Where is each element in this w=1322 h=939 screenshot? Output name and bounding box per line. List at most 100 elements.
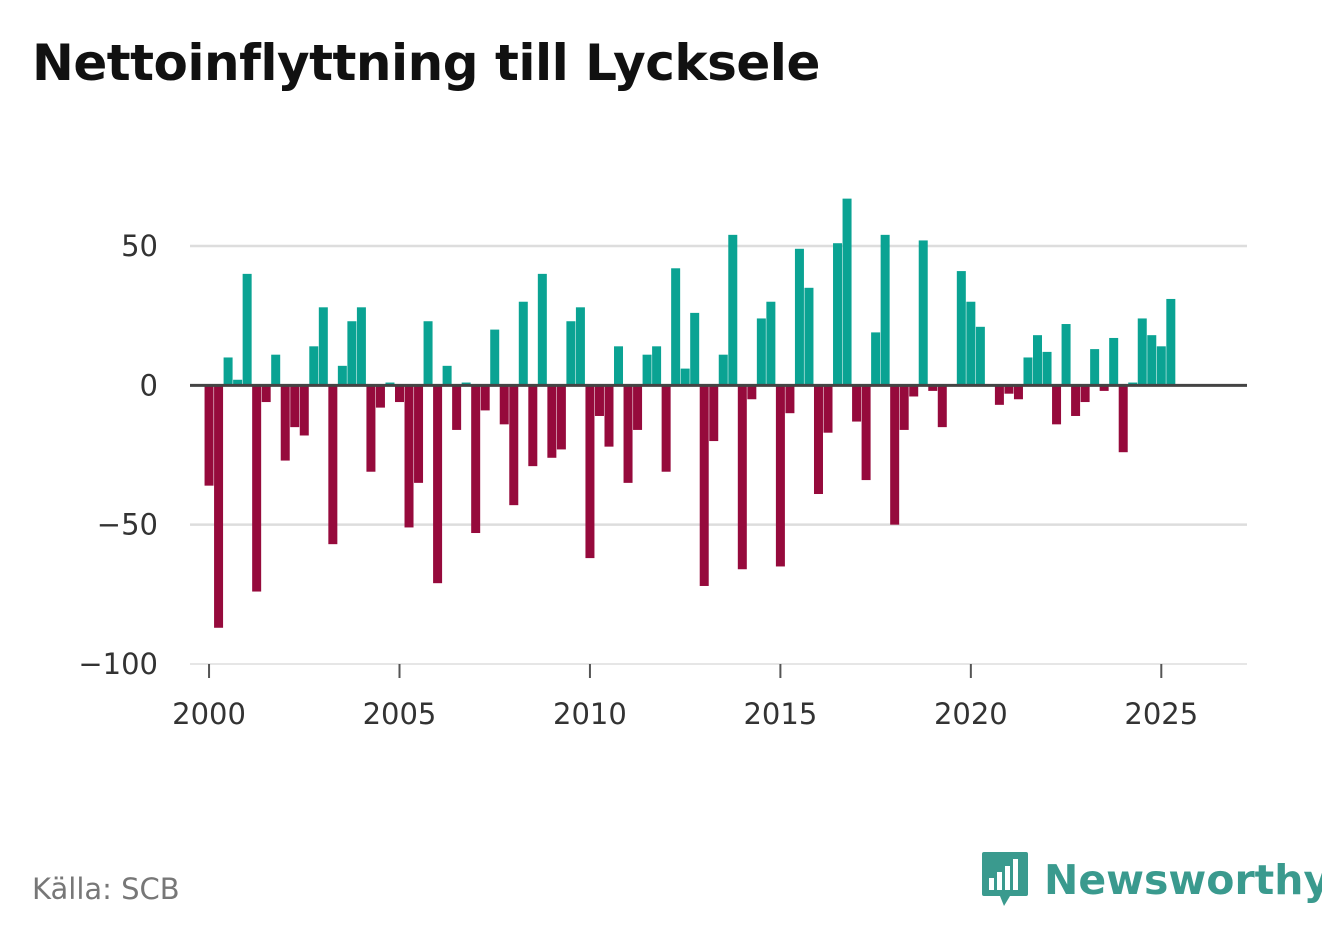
bar-32 <box>509 385 519 506</box>
bar-14 <box>337 365 347 386</box>
bar-58 <box>756 318 766 386</box>
bar-92 <box>1080 385 1090 403</box>
bar-36 <box>547 385 557 458</box>
bar-81 <box>975 326 985 386</box>
x-tick-label-5: 2025 <box>1124 697 1198 731</box>
bar-93 <box>1090 349 1100 386</box>
bar-85 <box>1013 385 1023 400</box>
bar-15 <box>347 321 357 386</box>
bar-28 <box>471 385 481 534</box>
bar-6 <box>261 385 271 403</box>
bars <box>204 198 1176 628</box>
bar-84 <box>1004 385 1014 394</box>
bar-39 <box>575 307 585 386</box>
bar-53 <box>709 385 719 442</box>
bar-73 <box>899 385 909 430</box>
bar-4 <box>242 273 252 386</box>
bar-80 <box>966 301 976 386</box>
bar-0 <box>204 385 214 486</box>
bar-42 <box>604 385 614 447</box>
bar-45 <box>633 385 643 430</box>
newsworthy-logo: Newsworthy <box>980 850 1322 910</box>
brand-name: Newsworthy <box>1044 856 1322 904</box>
bar-55 <box>728 234 738 386</box>
bar-26 <box>452 385 462 430</box>
bar-64 <box>813 385 823 495</box>
bar-83 <box>994 385 1004 405</box>
bar-69 <box>861 385 871 481</box>
bar-98 <box>1137 318 1147 386</box>
bar-40 <box>585 385 595 559</box>
bar-37 <box>556 385 566 450</box>
bar-90 <box>1061 324 1071 386</box>
bar-21 <box>404 385 414 528</box>
bar-29 <box>480 385 490 411</box>
y-tick-label-0: 50 <box>121 229 158 263</box>
bar-63 <box>804 287 814 386</box>
bar-62 <box>794 248 804 386</box>
bar-48 <box>661 385 671 472</box>
bar-52 <box>699 385 709 586</box>
bar-51 <box>690 312 700 386</box>
bar-57 <box>747 385 757 400</box>
grid-lines <box>190 244 1247 665</box>
bar-56 <box>737 385 747 570</box>
bar-23 <box>423 321 433 386</box>
bar-54 <box>718 354 728 386</box>
bar-79 <box>956 271 966 386</box>
bar-17 <box>366 385 376 472</box>
bar-5 <box>252 385 262 592</box>
bar-60 <box>775 385 785 567</box>
bar-74 <box>909 385 919 397</box>
source-label: Källa: SCB <box>32 872 180 906</box>
bar-8 <box>280 385 290 461</box>
bar-50 <box>680 368 690 386</box>
bar-94 <box>1099 385 1109 391</box>
bar-76 <box>928 385 938 391</box>
bar-88 <box>1042 351 1052 386</box>
bar-25 <box>442 365 452 386</box>
bar-44 <box>623 385 633 483</box>
bar-3 <box>233 379 243 386</box>
bar-33 <box>518 301 528 386</box>
bar-70 <box>871 332 881 386</box>
bar-68 <box>852 385 862 422</box>
bar-41 <box>594 385 604 416</box>
bar-7 <box>271 354 281 386</box>
y-tick-label-3: −100 <box>78 647 158 681</box>
bar-24 <box>433 385 443 584</box>
bar-20 <box>395 385 404 403</box>
bar-61 <box>785 385 795 414</box>
x-tick-label-2: 2010 <box>553 697 627 731</box>
bar-99 <box>1147 335 1157 386</box>
bar-87 <box>1033 335 1042 386</box>
bar-89 <box>1052 385 1062 425</box>
bar-91 <box>1071 385 1081 416</box>
bar-chart-speech-icon <box>982 852 1028 906</box>
bar-18 <box>375 385 385 408</box>
bar-47 <box>652 346 662 386</box>
bar-10 <box>299 385 309 436</box>
bar-11 <box>309 346 319 386</box>
bar-77 <box>937 385 947 428</box>
bar-2 <box>223 357 233 386</box>
y-tick-label-2: −50 <box>97 508 158 542</box>
bar-101 <box>1166 298 1176 386</box>
bar-75 <box>918 240 928 386</box>
bar-9 <box>290 385 300 428</box>
bar-46 <box>642 354 652 386</box>
bar-34 <box>528 385 538 467</box>
chart-title: Nettoinflyttning till Lycksele <box>32 34 820 92</box>
bar-43 <box>614 346 624 386</box>
x-tick-label-1: 2005 <box>363 697 437 731</box>
bar-65 <box>823 385 833 433</box>
x-tick-label-4: 2020 <box>934 697 1008 731</box>
bar-59 <box>766 301 776 386</box>
bar-86 <box>1023 357 1033 386</box>
bar-67 <box>842 198 852 386</box>
bar-96 <box>1118 385 1128 453</box>
bar-12 <box>318 307 328 386</box>
x-tick-label-0: 2000 <box>172 697 246 731</box>
bar-16 <box>356 307 366 386</box>
